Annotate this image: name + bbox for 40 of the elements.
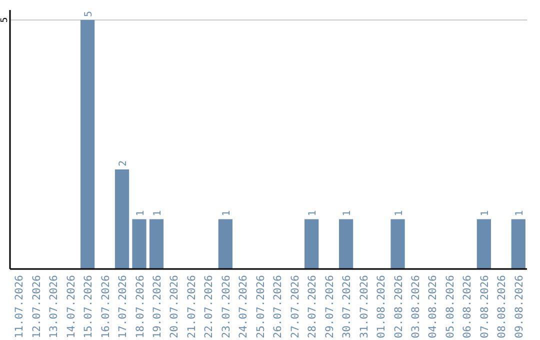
x-tick-label: 09.08.2026: [513, 275, 526, 338]
x-tick-label: 23.07.2026: [220, 275, 232, 338]
x-tick-label: 27.07.2026: [289, 275, 302, 338]
x-tick-label: 07.08.2026: [478, 275, 491, 338]
x-tick-label: 13.07.2026: [48, 275, 60, 338]
x-tick-label: 30.07.2026: [341, 275, 354, 338]
x-tick-label: 03.08.2026: [410, 275, 422, 338]
x-tick-label: 29.07.2026: [324, 275, 336, 338]
x-tick-label: 24.07.2026: [238, 275, 250, 338]
x-tick-label: 12.07.2026: [30, 275, 43, 338]
data-label: 1: [221, 210, 232, 216]
x-tick-label: 04.08.2026: [427, 275, 440, 338]
x-tick-label: 31.07.2026: [358, 275, 370, 338]
x-tick-label: 15.07.2026: [82, 275, 95, 338]
x-tick-label: 19.07.2026: [151, 275, 164, 338]
data-label: 1: [152, 210, 164, 216]
x-tick-label: 14.07.2026: [65, 275, 78, 338]
x-tick-label: 20.07.2026: [168, 275, 181, 338]
x-tick-label: 21.07.2026: [186, 275, 198, 338]
data-label: 1: [394, 210, 405, 216]
data-label: 5: [84, 10, 95, 17]
x-tick-label: 02.08.2026: [392, 275, 405, 338]
x-tick-label: 01.08.2026: [376, 275, 388, 338]
x-tick-label: 06.08.2026: [462, 275, 474, 338]
x-tick-label: 05.08.2026: [444, 275, 456, 338]
x-tick-label: 11.07.2026: [14, 275, 26, 338]
x-tick-label: 18.07.2026: [134, 275, 146, 338]
x-tick-label: 08.08.2026: [496, 275, 508, 338]
data-label: 1: [514, 210, 526, 216]
data-label: 2: [118, 160, 130, 166]
x-tick-label: 16.07.2026: [100, 275, 112, 338]
x-tick-label: 25.07.2026: [254, 275, 267, 338]
data-label: 1: [135, 210, 146, 216]
data-label: 1: [342, 210, 354, 216]
x-tick-label: 28.07.2026: [306, 275, 319, 338]
data-label: 1: [480, 210, 491, 216]
x-tick-label: 22.07.2026: [203, 275, 216, 338]
x-tick-label: 17.07.2026: [117, 275, 130, 338]
x-tick-label: 26.07.2026: [272, 275, 284, 338]
data-label: 1: [308, 210, 319, 216]
